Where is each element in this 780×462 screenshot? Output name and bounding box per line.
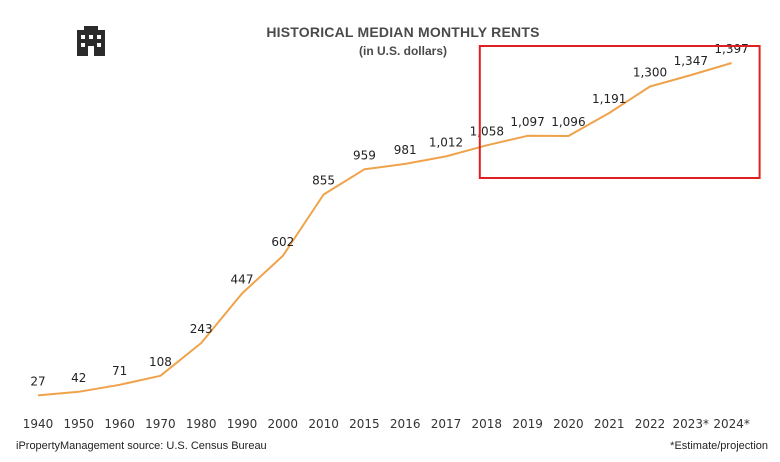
x-tick-label: 1950 [64,417,95,431]
data-label: 447 [231,273,254,287]
data-label: 1,347 [674,54,708,68]
data-label: 1,012 [429,135,463,149]
estimate-footnote: *Estimate/projection [670,440,768,452]
chart-title: HISTORICAL MEDIAN MONTHLY RENTS [266,24,540,40]
x-tick-label: 2020 [553,417,584,431]
x-tick-label: 2024* [713,417,750,431]
x-tick-label: 2016 [390,417,421,431]
x-tick-label: 2018 [472,417,503,431]
data-label: 1,097 [510,115,544,129]
data-label: 1,191 [592,92,626,106]
x-tick-label: 1990 [227,417,258,431]
x-tick-label: 2019 [512,417,543,431]
source-note: iPropertyManagement source: U.S. Census … [16,440,267,452]
data-label: 108 [149,355,172,369]
data-label: 855 [312,174,335,188]
data-label: 1,096 [551,115,585,129]
x-tick-label: 2000 [268,417,299,431]
data-label: 42 [71,371,86,385]
x-tick-label: 1970 [145,417,176,431]
data-label: 71 [112,364,127,378]
x-tick-label: 2021 [594,417,625,431]
data-label: 243 [190,322,213,336]
data-label: 981 [394,143,417,157]
chart-subtitle: (in U.S. dollars) [358,44,447,58]
x-tick-label: 2022 [635,417,666,431]
data-label: 1,058 [470,124,504,138]
x-tick-label: 1980 [186,417,217,431]
x-tick-label: 1960 [104,417,135,431]
x-tick-label: 1940 [23,417,54,431]
building-icon [74,26,108,56]
rent-series-line [37,62,732,397]
highlight-box [478,45,761,179]
x-tick-label: 2010 [308,417,339,431]
data-label: 602 [271,235,294,249]
x-tick-label: 2015 [349,417,380,431]
x-tick-label: 2023* [673,417,710,431]
x-tick-label: 2017 [431,417,462,431]
data-label: 1,300 [633,66,667,80]
data-label: 959 [353,148,376,162]
data-label: 27 [30,374,45,388]
